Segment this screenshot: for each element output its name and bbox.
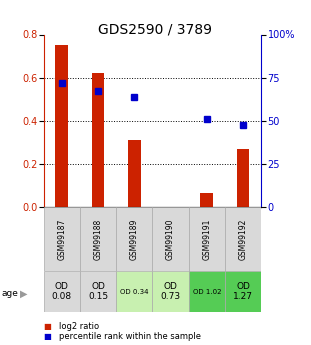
Text: OD
0.15: OD 0.15 <box>88 282 108 301</box>
Bar <box>189 207 225 271</box>
Bar <box>116 207 152 271</box>
Text: age: age <box>2 289 18 298</box>
Bar <box>92 73 104 207</box>
Bar <box>237 149 249 207</box>
Text: GSM99190: GSM99190 <box>166 218 175 260</box>
Bar <box>225 271 261 312</box>
Bar <box>80 271 116 312</box>
Text: GSM99188: GSM99188 <box>94 218 102 259</box>
Text: GSM99191: GSM99191 <box>202 218 211 259</box>
Text: percentile rank within the sample: percentile rank within the sample <box>59 332 201 341</box>
Text: GSM99192: GSM99192 <box>239 218 248 259</box>
Bar <box>44 207 80 271</box>
Bar <box>128 140 141 207</box>
Bar <box>152 207 189 271</box>
Text: ■: ■ <box>44 322 51 331</box>
Bar <box>225 207 261 271</box>
Bar <box>80 207 116 271</box>
Text: ▶: ▶ <box>20 289 27 299</box>
Bar <box>44 271 80 312</box>
Text: GSM99189: GSM99189 <box>130 218 139 259</box>
Text: GSM99187: GSM99187 <box>57 218 66 259</box>
Text: OD 0.34: OD 0.34 <box>120 288 148 295</box>
Text: ■: ■ <box>44 332 51 341</box>
Bar <box>201 193 213 207</box>
Text: OD 1.02: OD 1.02 <box>193 288 221 295</box>
Bar <box>189 271 225 312</box>
Text: OD
1.27: OD 1.27 <box>233 282 253 301</box>
Text: OD
0.08: OD 0.08 <box>52 282 72 301</box>
Text: GDS2590 / 3789: GDS2590 / 3789 <box>99 22 212 37</box>
Bar <box>116 271 152 312</box>
Text: log2 ratio: log2 ratio <box>59 322 99 331</box>
Bar <box>55 45 68 207</box>
Bar <box>152 271 189 312</box>
Text: OD
0.73: OD 0.73 <box>160 282 181 301</box>
